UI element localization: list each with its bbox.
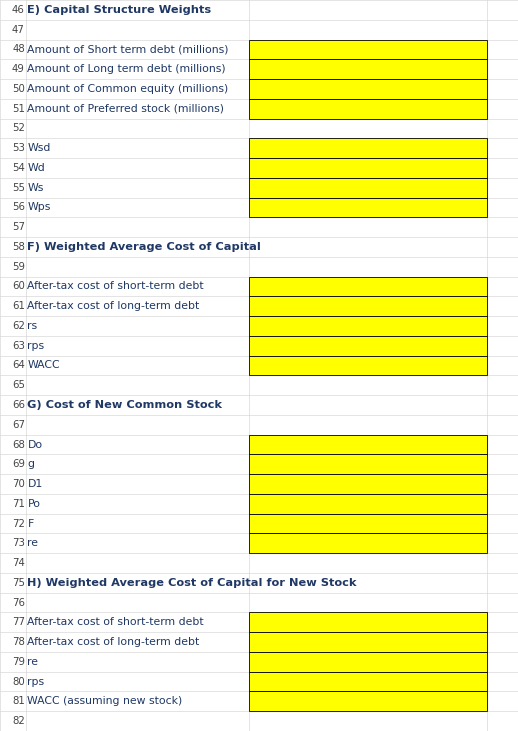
Text: 79: 79 [12, 657, 25, 667]
Text: 61: 61 [12, 301, 25, 311]
Bar [249, 474, 487, 494]
Text: 66: 66 [12, 400, 25, 410]
Text: rs: rs [27, 321, 38, 331]
Text: 72: 72 [12, 518, 25, 529]
Text: 68: 68 [12, 439, 25, 450]
Text: 47: 47 [12, 25, 25, 34]
Text: F: F [27, 518, 34, 529]
Text: Amount of Long term debt (millions): Amount of Long term debt (millions) [27, 64, 226, 74]
Bar [249, 296, 487, 316]
Text: Po: Po [27, 499, 40, 509]
Bar [249, 455, 487, 474]
Text: WACC (assuming new stock): WACC (assuming new stock) [27, 697, 183, 706]
Text: 48: 48 [12, 45, 25, 54]
Text: After-tax cost of long-term debt: After-tax cost of long-term debt [27, 637, 200, 647]
Text: Ws: Ws [27, 183, 44, 193]
Text: Amount of Short term debt (millions): Amount of Short term debt (millions) [27, 45, 229, 54]
Text: 62: 62 [12, 321, 25, 331]
Text: 75: 75 [12, 577, 25, 588]
Text: 51: 51 [12, 104, 25, 113]
Text: After-tax cost of short-term debt: After-tax cost of short-term debt [27, 618, 204, 627]
Text: 49: 49 [12, 64, 25, 74]
Bar [249, 613, 487, 632]
Text: Do: Do [27, 439, 42, 450]
Text: 82: 82 [12, 716, 25, 726]
Bar [249, 652, 487, 672]
Bar [249, 494, 487, 514]
Text: 69: 69 [12, 459, 25, 469]
Text: E) Capital Structure Weights: E) Capital Structure Weights [27, 5, 211, 15]
Text: re: re [27, 538, 38, 548]
Text: rps: rps [27, 341, 45, 351]
Bar [249, 692, 487, 711]
Text: 53: 53 [12, 143, 25, 154]
Text: 64: 64 [12, 360, 25, 371]
Bar [249, 39, 487, 59]
Text: 80: 80 [12, 677, 25, 686]
Text: 74: 74 [12, 558, 25, 568]
Bar [249, 672, 487, 692]
Bar [249, 178, 487, 197]
Text: WACC: WACC [27, 360, 60, 371]
Text: G) Cost of New Common Stock: G) Cost of New Common Stock [27, 400, 222, 410]
Text: 46: 46 [12, 5, 25, 15]
Text: 52: 52 [12, 124, 25, 134]
Text: 65: 65 [12, 380, 25, 390]
Bar [249, 59, 487, 79]
Bar [249, 138, 487, 158]
Text: 70: 70 [12, 479, 25, 489]
Text: 56: 56 [12, 202, 25, 213]
Text: 76: 76 [12, 597, 25, 607]
Bar [249, 632, 487, 652]
Text: Amount of Preferred stock (millions): Amount of Preferred stock (millions) [27, 104, 224, 113]
Text: Wsd: Wsd [27, 143, 51, 154]
Bar [249, 99, 487, 118]
Bar [249, 336, 487, 355]
Text: g: g [27, 459, 35, 469]
Text: 59: 59 [12, 262, 25, 272]
Text: H) Weighted Average Cost of Capital for New Stock: H) Weighted Average Cost of Capital for … [27, 577, 357, 588]
Text: 78: 78 [12, 637, 25, 647]
Text: After-tax cost of long-term debt: After-tax cost of long-term debt [27, 301, 200, 311]
Bar [249, 435, 487, 455]
Text: 50: 50 [12, 84, 25, 94]
Bar [249, 534, 487, 553]
Text: 54: 54 [12, 163, 25, 173]
Text: 60: 60 [12, 281, 25, 292]
Text: 55: 55 [12, 183, 25, 193]
Bar [249, 197, 487, 217]
Text: D1: D1 [27, 479, 42, 489]
Text: 77: 77 [12, 618, 25, 627]
Text: 71: 71 [12, 499, 25, 509]
Text: Amount of Common equity (millions): Amount of Common equity (millions) [27, 84, 229, 94]
Bar [249, 316, 487, 336]
Text: F) Weighted Average Cost of Capital: F) Weighted Average Cost of Capital [27, 242, 261, 252]
Text: 73: 73 [12, 538, 25, 548]
Text: 67: 67 [12, 420, 25, 430]
Bar [249, 355, 487, 376]
Text: 57: 57 [12, 222, 25, 232]
Text: Wd: Wd [27, 163, 45, 173]
Text: Wps: Wps [27, 202, 51, 213]
Text: 58: 58 [12, 242, 25, 252]
Bar [249, 79, 487, 99]
Bar [249, 514, 487, 534]
Text: re: re [27, 657, 38, 667]
Bar [249, 158, 487, 178]
Text: rps: rps [27, 677, 45, 686]
Text: 63: 63 [12, 341, 25, 351]
Bar [249, 276, 487, 296]
Text: After-tax cost of short-term debt: After-tax cost of short-term debt [27, 281, 204, 292]
Text: 81: 81 [12, 697, 25, 706]
